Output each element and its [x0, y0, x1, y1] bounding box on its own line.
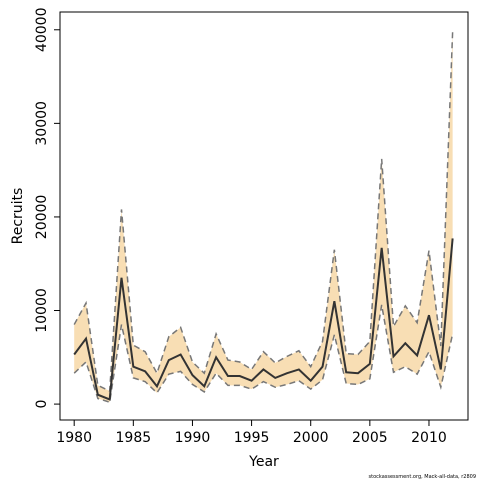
- x-tick-label: 2010: [411, 430, 447, 446]
- y-axis-label: Recruits: [10, 188, 26, 245]
- estimate-line: [73, 238, 454, 401]
- x-tick-label: 1990: [175, 430, 211, 446]
- x-tick-label: 1980: [56, 430, 92, 446]
- y-tick-label: 0: [34, 400, 50, 409]
- upper-bound-line: [73, 31, 454, 393]
- x-axis-label: Year: [248, 454, 279, 470]
- plot-frame: [59, 11, 469, 421]
- x-tick-label: 2005: [352, 430, 388, 446]
- x-tick-label: 1995: [234, 430, 270, 446]
- x-tick-label: 2000: [293, 430, 329, 446]
- footnote: stockassessment.org, Mack-all-data, r280…: [369, 474, 476, 480]
- y-tick-label: 30000: [34, 101, 50, 146]
- y-tick-label: 10000: [34, 288, 50, 333]
- y-tick-label: 20000: [34, 195, 50, 240]
- lower-bound-line: [73, 304, 454, 404]
- y-tick-label: 40000: [34, 8, 50, 53]
- x-tick-label: 1985: [116, 430, 152, 446]
